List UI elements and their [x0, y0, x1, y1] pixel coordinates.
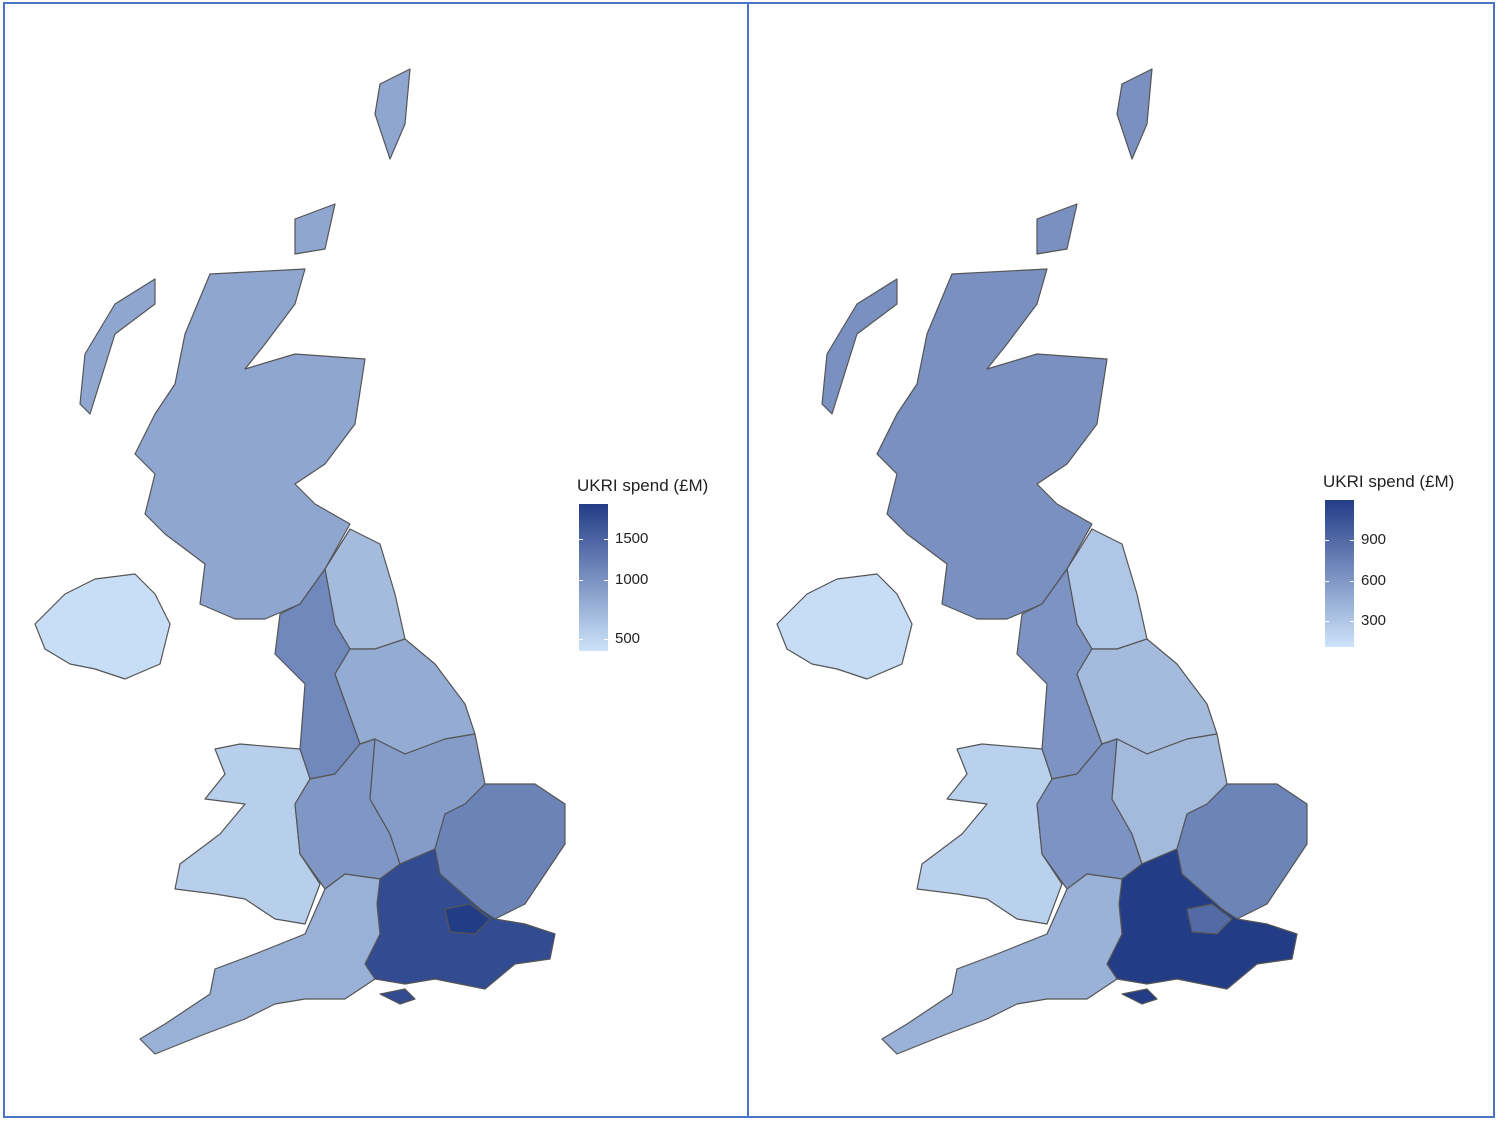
legend-tick: 500	[615, 630, 641, 647]
region-scotland	[1116, 68, 1153, 160]
legend-tick-mark	[1325, 540, 1329, 541]
legend-tick-mark	[1350, 540, 1354, 541]
region-scotland	[294, 203, 336, 255]
region-south-west	[139, 873, 381, 1055]
legend-tick: 1000	[615, 571, 649, 588]
legend-title: UKRI spend (£M)	[577, 476, 709, 495]
region-wales	[174, 743, 321, 925]
legend-colorbar	[1325, 500, 1354, 647]
legend-tick: 1500	[615, 530, 649, 547]
legend-tick-mark	[1350, 621, 1354, 622]
legend-tick-mark	[579, 639, 583, 640]
region-south-west	[881, 873, 1123, 1055]
legend-tick: 900	[1361, 531, 1387, 548]
legend-tick-mark	[604, 539, 608, 540]
legend-tick-mark	[1325, 581, 1329, 582]
region-scotland	[1036, 203, 1078, 255]
legend-tick-mark	[604, 580, 608, 581]
region-scotland	[821, 278, 898, 415]
map-panel-left: UKRI spend (£M) 500 1000 1500	[3, 2, 750, 1118]
legend-title: UKRI spend (£M)	[1323, 472, 1455, 491]
legend-tick-mark	[604, 639, 608, 640]
uk-choropleth-map	[34, 68, 566, 1055]
uk-choropleth-map	[776, 68, 1308, 1055]
legend-tick-mark	[579, 580, 583, 581]
color-legend: UKRI spend (£M) 300 600 900	[1323, 472, 1455, 647]
map-panel-right: UKRI spend (£M) 300 600 900	[747, 2, 1495, 1118]
region-london	[444, 903, 491, 935]
legend-tick-mark	[1350, 581, 1354, 582]
color-legend: UKRI spend (£M) 500 1000 1500	[577, 476, 709, 651]
legend-tick-mark	[1325, 621, 1329, 622]
region-london	[1186, 903, 1233, 935]
legend-tick: 300	[1361, 612, 1387, 629]
legend-tick-mark	[579, 539, 583, 540]
region-south-east	[1121, 988, 1158, 1005]
legend-tick: 600	[1361, 572, 1387, 589]
region-scotland	[79, 278, 156, 415]
region-scotland	[374, 68, 411, 160]
region-wales	[916, 743, 1063, 925]
region-south-east	[379, 988, 416, 1005]
region-northern-ireland	[34, 573, 171, 680]
region-northern-ireland	[776, 573, 913, 680]
legend-colorbar	[579, 504, 608, 651]
